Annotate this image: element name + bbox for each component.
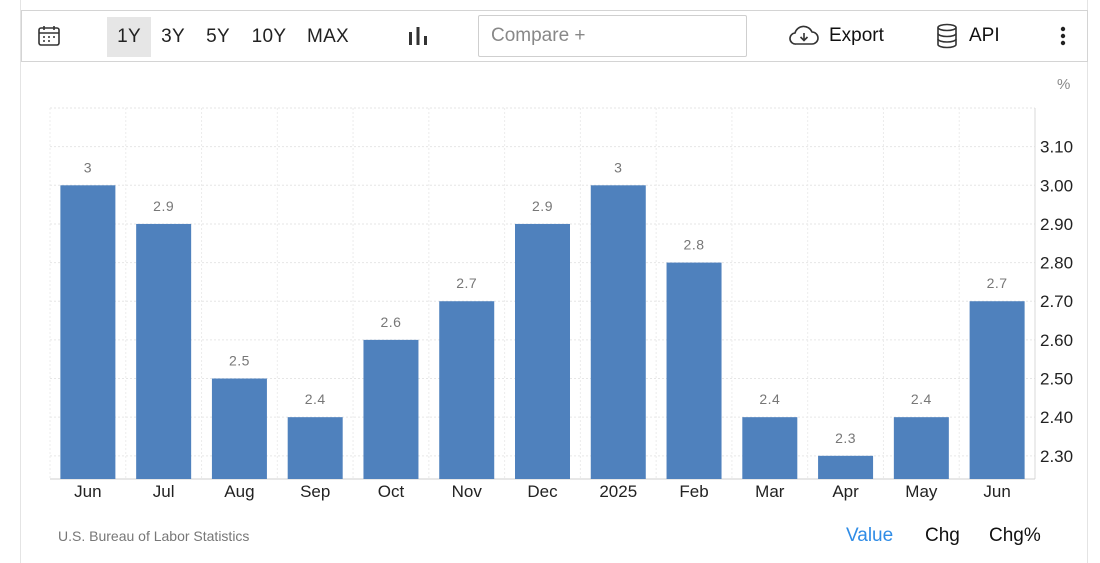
range-5y-button[interactable]: 5Y [206, 26, 230, 47]
api-button[interactable]: API [936, 22, 1000, 50]
compare-input[interactable]: Compare + [478, 15, 747, 57]
source-attribution: U.S. Bureau of Labor Statistics [58, 528, 250, 544]
bar[interactable] [439, 301, 495, 479]
bar[interactable] [60, 185, 116, 479]
x-tick-label: 2025 [599, 482, 637, 501]
x-tick-label: Feb [679, 482, 708, 501]
y-tick-label: 2.40 [1040, 408, 1073, 427]
tab-chg-percent[interactable]: Chg% [989, 525, 1041, 546]
x-tick-label: Nov [452, 482, 483, 501]
unit-label: % [1057, 76, 1071, 93]
data-label: 2.6 [380, 314, 401, 330]
bar[interactable] [742, 417, 798, 479]
data-label: 2.5 [229, 353, 250, 369]
api-label: API [969, 25, 1000, 46]
range-1y-button[interactable]: 1Y [107, 17, 151, 57]
bar-chart-icon[interactable] [406, 24, 430, 48]
y-tick-label: 2.50 [1040, 370, 1073, 389]
data-label: 2.7 [987, 275, 1008, 291]
range-10y-button[interactable]: 10Y [251, 26, 287, 47]
tab-chg[interactable]: Chg [925, 525, 960, 546]
x-tick-label: Aug [224, 482, 254, 501]
x-tick-label: Oct [378, 482, 405, 501]
bar[interactable] [515, 223, 570, 479]
cloud-download-icon [789, 25, 819, 45]
y-tick-label: 3.00 [1040, 176, 1073, 195]
export-button[interactable]: Export [788, 23, 884, 49]
data-label: 2.3 [835, 430, 856, 446]
bar[interactable] [818, 455, 874, 479]
range-3y-button[interactable]: 3Y [161, 26, 185, 47]
chart-toolbar: 1Y 3Y 5Y 10Y MAX Compare + Export API [21, 10, 1088, 62]
tab-value[interactable]: Value [846, 525, 894, 546]
bar[interactable] [969, 301, 1025, 479]
bar[interactable] [136, 223, 192, 479]
bar-chart-icon-svg [409, 27, 427, 45]
chart-frame [20, 0, 1088, 563]
data-label: 2.9 [153, 198, 174, 214]
x-tick-label: Jul [153, 482, 175, 501]
bar[interactable] [590, 185, 646, 479]
x-tick-label: Jun [983, 482, 1010, 501]
y-tick-label: 2.70 [1040, 292, 1073, 311]
data-label: 3 [84, 159, 92, 175]
more-vertical-icon[interactable] [1055, 23, 1071, 49]
data-label: 2.7 [456, 275, 477, 291]
bar[interactable] [287, 417, 343, 479]
y-tick-label: 2.30 [1040, 447, 1073, 466]
chart-x-ticks: Jun Jul Aug Sep Oct Nov Dec 2025 Feb Mar Apr May Jun [74, 482, 1011, 501]
bar[interactable] [211, 378, 267, 479]
chart-bars [60, 185, 1025, 479]
database-icon [937, 23, 957, 49]
bar[interactable] [666, 262, 722, 479]
x-tick-label: Apr [832, 482, 859, 501]
calendar-icon-svg [38, 26, 60, 46]
data-label: 2.4 [759, 391, 780, 407]
range-max-button[interactable]: MAX [306, 26, 350, 47]
y-tick-label: 2.60 [1040, 331, 1073, 350]
x-tick-label: Dec [527, 482, 558, 501]
data-label: 2.4 [305, 391, 326, 407]
data-label: 2.8 [684, 237, 705, 253]
data-label: 2.9 [532, 198, 553, 214]
calendar-icon[interactable] [36, 23, 62, 49]
x-tick-label: Mar [755, 482, 785, 501]
y-tick-label: 2.90 [1040, 215, 1073, 234]
x-tick-label: Jun [74, 482, 101, 501]
x-tick-label: Sep [300, 482, 330, 501]
y-tick-label: 2.80 [1040, 254, 1073, 273]
bar[interactable] [893, 417, 949, 479]
export-label: Export [829, 25, 884, 46]
bar[interactable] [363, 339, 419, 479]
data-label: 3 [614, 159, 622, 175]
chart-data-labels: 3 2.9 2.5 2.4 2.6 2.7 2.9 3 2.8 2.4 2.3 2.4 2.7 [84, 159, 1008, 446]
y-tick-label: 3.10 [1040, 138, 1073, 157]
x-tick-label: May [905, 482, 938, 501]
chart-y-ticks: 2.30 2.40 2.50 2.60 2.70 2.80 2.90 3.00 3.10 [1040, 138, 1073, 466]
more-vertical-icon-svg [1060, 26, 1066, 46]
data-label: 2.4 [911, 391, 932, 407]
